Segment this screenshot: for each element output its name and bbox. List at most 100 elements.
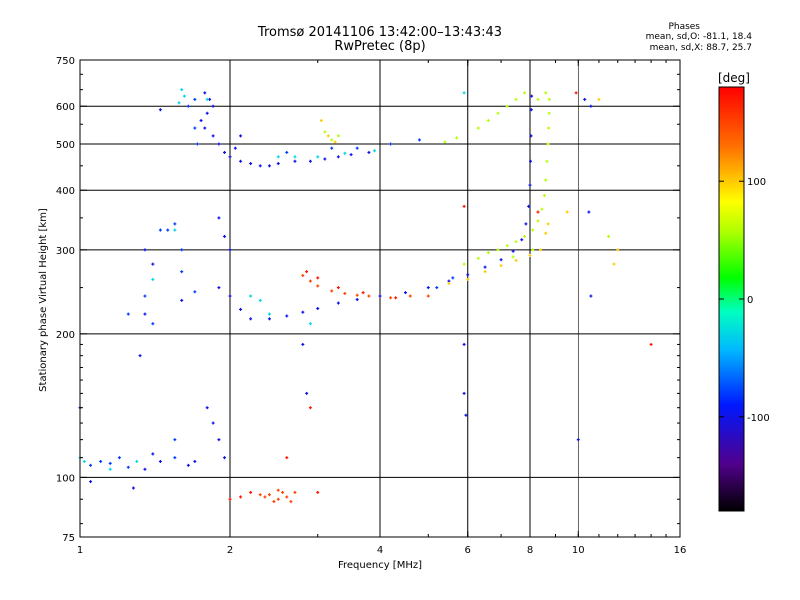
data-point xyxy=(583,97,587,101)
data-point xyxy=(151,277,155,281)
data-point xyxy=(589,104,593,108)
y-tick-label: 500 xyxy=(56,140,75,151)
data-point xyxy=(514,258,518,262)
data-point xyxy=(511,255,515,259)
x-tick-label: 16 xyxy=(674,545,687,556)
data-point xyxy=(319,119,323,123)
data-point xyxy=(505,244,509,248)
data-point xyxy=(217,286,221,290)
data-point xyxy=(211,421,215,425)
data-point xyxy=(82,459,86,463)
data-point xyxy=(378,294,382,298)
data-point xyxy=(524,222,528,226)
data-point xyxy=(539,248,543,252)
data-point xyxy=(293,159,297,163)
data-point xyxy=(203,126,207,130)
data-point xyxy=(333,140,337,144)
data-point xyxy=(173,228,177,232)
data-point xyxy=(612,262,616,266)
data-point xyxy=(536,219,540,223)
colorbar: [deg] 100 0 -100 xyxy=(718,71,770,512)
data-point xyxy=(166,228,170,232)
data-point xyxy=(117,456,121,460)
data-point xyxy=(193,97,197,101)
data-point xyxy=(193,290,197,294)
data-point xyxy=(531,228,535,232)
data-point xyxy=(158,459,162,463)
phase-stats-title: Phases xyxy=(668,22,700,32)
data-point xyxy=(276,162,280,166)
phase-stats-o-mode: mean, sd,O: -81.1, 18.4 xyxy=(645,32,752,42)
data-point xyxy=(417,138,421,142)
y-axis-ticks: 75 100 200 300 400 500 600 750 xyxy=(56,56,680,544)
data-point xyxy=(228,497,232,501)
data-point xyxy=(316,306,320,310)
data-point xyxy=(182,94,186,98)
data-point xyxy=(173,438,177,442)
data-point xyxy=(367,294,371,298)
data-point xyxy=(455,136,459,140)
data-point xyxy=(173,456,177,460)
colorbar-ticks: 100 0 -100 xyxy=(719,177,770,424)
x-axis-label: Frequency [MHz] xyxy=(338,560,422,571)
data-point xyxy=(499,264,503,268)
colorbar-tick-label: 100 xyxy=(747,177,766,188)
data-point xyxy=(126,312,130,316)
data-point xyxy=(285,314,289,318)
data-point xyxy=(607,234,611,238)
data-point xyxy=(527,204,531,208)
grid-lines xyxy=(80,60,680,537)
data-point xyxy=(89,463,93,467)
data-point xyxy=(476,256,480,260)
data-point xyxy=(361,291,365,295)
data-point xyxy=(108,461,112,465)
data-point xyxy=(199,119,203,123)
data-point xyxy=(316,155,320,159)
data-point xyxy=(158,228,162,232)
data-point xyxy=(228,294,232,298)
data-point xyxy=(308,406,312,410)
data-point xyxy=(451,276,455,280)
data-point xyxy=(249,162,253,166)
colorbar-label: [deg] xyxy=(718,71,750,85)
data-point xyxy=(403,291,407,295)
data-point xyxy=(536,210,540,214)
data-point xyxy=(394,296,398,300)
data-point xyxy=(574,91,578,95)
data-point xyxy=(389,142,393,146)
data-point xyxy=(505,104,509,108)
data-point xyxy=(531,248,535,252)
x-tick-label: 1 xyxy=(77,545,83,556)
data-point xyxy=(308,159,312,163)
y-tick-label: 100 xyxy=(56,473,75,484)
data-point xyxy=(308,322,312,326)
data-point xyxy=(542,193,546,197)
x-tick-label: 6 xyxy=(465,545,471,556)
x-tick-label: 2 xyxy=(227,545,233,556)
data-point xyxy=(514,97,518,101)
data-point xyxy=(529,108,533,112)
data-point xyxy=(514,240,518,244)
data-point xyxy=(355,293,359,297)
x-tick-label: 10 xyxy=(572,545,585,556)
data-point xyxy=(496,111,500,115)
data-point xyxy=(289,500,293,504)
x-axis-ticks: 1 2 4 6 8 10 16 xyxy=(77,60,687,556)
data-point xyxy=(544,91,548,95)
data-point xyxy=(135,459,139,463)
data-point xyxy=(217,438,221,442)
data-point xyxy=(528,253,532,257)
data-point xyxy=(193,459,197,463)
data-point xyxy=(523,234,527,238)
data-point xyxy=(464,413,468,417)
data-point xyxy=(281,490,285,494)
data-point xyxy=(151,262,155,266)
data-point xyxy=(330,289,334,293)
data-point xyxy=(151,322,155,326)
data-point xyxy=(520,238,524,242)
data-point xyxy=(258,493,262,497)
x-tick-label: 8 xyxy=(527,545,533,556)
data-point xyxy=(180,88,184,92)
data-point xyxy=(589,294,593,298)
